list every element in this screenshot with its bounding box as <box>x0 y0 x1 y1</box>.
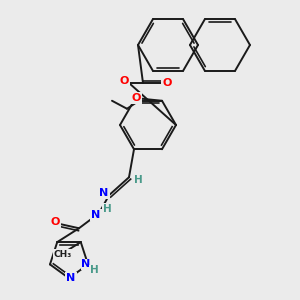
Text: N: N <box>99 188 109 198</box>
Text: N: N <box>92 210 100 220</box>
Text: H: H <box>90 266 98 275</box>
Text: N: N <box>81 260 91 269</box>
Text: CH₃: CH₃ <box>54 250 72 259</box>
Text: H: H <box>134 175 142 185</box>
Text: O: O <box>131 93 141 103</box>
Text: O: O <box>50 217 60 227</box>
Text: O: O <box>119 76 129 86</box>
Text: O: O <box>162 78 172 88</box>
Text: H: H <box>103 204 111 214</box>
Text: N: N <box>66 273 76 283</box>
